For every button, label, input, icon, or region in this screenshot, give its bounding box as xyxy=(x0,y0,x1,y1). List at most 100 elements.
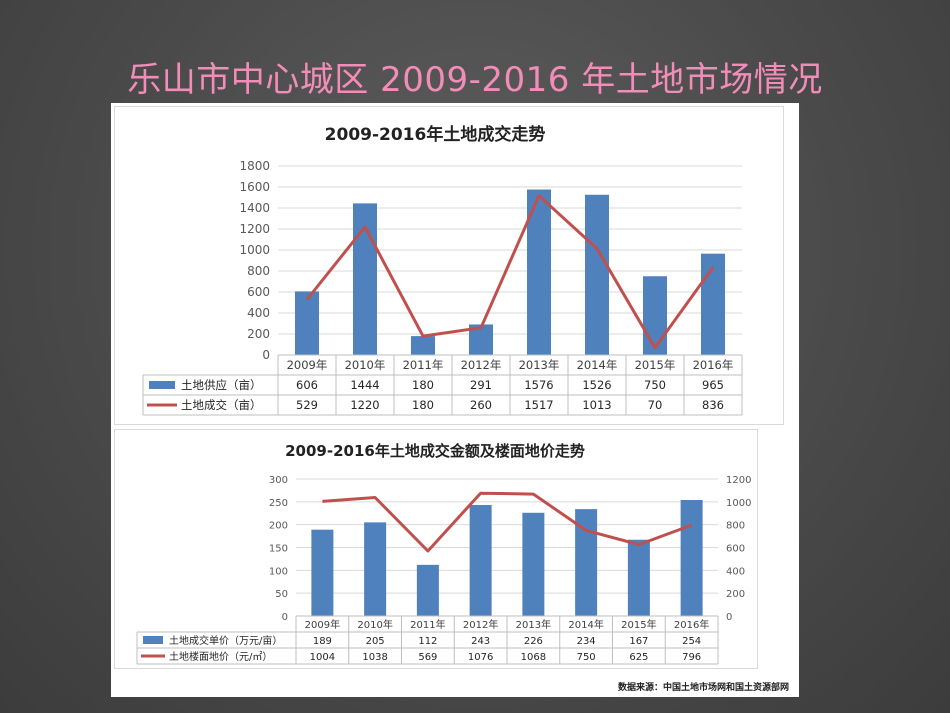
data-label: 180 xyxy=(412,398,434,412)
data-label: 606 xyxy=(296,378,318,392)
bar xyxy=(522,512,545,616)
data-label: 1526 xyxy=(582,378,611,392)
legend-label: 土地成交单价（万元/亩） xyxy=(169,634,282,647)
y2-tick-label: 800 xyxy=(726,521,745,532)
data-label: 1444 xyxy=(350,378,379,392)
y-tick-label: 1400 xyxy=(239,201,270,215)
y2-tick-label: 1200 xyxy=(726,475,751,486)
x-tick-label: 2016年 xyxy=(674,618,709,631)
y2-tick-label: 200 xyxy=(726,589,745,600)
data-label: 836 xyxy=(702,398,724,412)
y2-tick-label: 400 xyxy=(726,566,745,577)
bar xyxy=(575,509,598,616)
data-label: 243 xyxy=(471,636,490,647)
data-label: 1517 xyxy=(524,398,553,412)
data-label: 965 xyxy=(702,378,724,392)
chart-svg: 2009-2016年土地成交走势 0 200 400 600 800 1000 1200 140… xyxy=(142,124,743,416)
data-label: 189 xyxy=(313,636,332,647)
bar xyxy=(364,522,387,616)
y2-tick-label: 600 xyxy=(726,544,745,555)
y-tick-label: 400 xyxy=(247,306,270,320)
data-label: 1004 xyxy=(310,652,335,663)
data-label: 167 xyxy=(629,636,648,647)
bar xyxy=(643,276,667,355)
data-label: 260 xyxy=(470,398,492,412)
y-tick-label: 0 xyxy=(282,612,288,623)
data-label: 1076 xyxy=(468,652,493,663)
y-tick-label: 1800 xyxy=(239,159,270,173)
chart-svg: 2009-2016年土地成交金额及楼面地价走势 0 50 100 150 200 250 30… xyxy=(136,442,751,665)
y-tick-label: 200 xyxy=(269,521,288,532)
source-note: 数据来源：中国土地市场网和国土资源部网 xyxy=(617,683,789,693)
data-label: 625 xyxy=(629,652,648,663)
chart-supply-transactions: 2009-2016年土地成交走势 0 200 400 600 800 1000 1200 140… xyxy=(114,106,784,425)
bar xyxy=(295,291,319,355)
x-tick-label: 2010年 xyxy=(345,358,386,372)
x-tick-label: 2011年 xyxy=(410,618,445,631)
content-panel: 2009-2016年土地成交走势 0 200 400 600 800 1000 1200 140… xyxy=(111,103,799,697)
data-label: 529 xyxy=(296,398,318,412)
bar xyxy=(416,564,439,616)
y-tick-label: 50 xyxy=(275,589,288,600)
x-tick-label: 2016年 xyxy=(693,358,734,372)
data-label: 569 xyxy=(418,652,437,663)
y-tick-label: 1600 xyxy=(239,180,270,194)
x-tick-label: 2009年 xyxy=(287,358,328,372)
x-tick-label: 2015年 xyxy=(621,618,656,631)
y-tick-label: 600 xyxy=(247,285,270,299)
data-label: 205 xyxy=(366,636,385,647)
y-tick-label: 300 xyxy=(269,475,288,486)
data-label: 291 xyxy=(470,378,492,392)
x-tick-label: 2014年 xyxy=(577,358,618,372)
y-tick-label: 1000 xyxy=(239,243,270,257)
x-tick-label: 2012年 xyxy=(461,358,502,372)
data-label: 1013 xyxy=(582,398,611,412)
data-label: 750 xyxy=(577,652,596,663)
bar xyxy=(411,336,435,355)
legend-label: 土地供应（亩） xyxy=(181,378,262,392)
y2-tick-label: 0 xyxy=(726,612,732,623)
data-label: 234 xyxy=(577,636,596,647)
x-tick-label: 2013年 xyxy=(519,358,560,372)
x-tick-label: 2015年 xyxy=(635,358,676,372)
data-label: 180 xyxy=(412,378,434,392)
line-series xyxy=(322,491,693,553)
y-tick-label: 0 xyxy=(262,348,270,362)
data-label: 1220 xyxy=(350,398,379,412)
data-label: 70 xyxy=(648,398,663,412)
data-label: 750 xyxy=(644,378,666,392)
data-label: 1068 xyxy=(521,652,546,663)
data-label: 796 xyxy=(682,652,701,663)
data-label: 1038 xyxy=(362,652,387,663)
data-label: 112 xyxy=(418,636,437,647)
line-series xyxy=(305,194,715,350)
bar xyxy=(627,539,650,616)
legend-label: 土地楼面地价（元/㎡） xyxy=(169,650,272,663)
data-label: 226 xyxy=(524,636,543,647)
chart-title: 2009-2016年土地成交走势 xyxy=(325,124,546,145)
bar xyxy=(311,529,334,616)
x-tick-label: 2009年 xyxy=(305,618,340,631)
slide-title: 乐山市中心城区 2009-2016 年土地市场情况 xyxy=(127,60,823,100)
y-tick-label: 200 xyxy=(247,327,270,341)
y-tick-label: 800 xyxy=(247,264,270,278)
bar xyxy=(469,505,492,616)
data-label: 1576 xyxy=(524,378,553,392)
legend-label: 土地成交（亩） xyxy=(181,398,262,412)
y-tick-label: 1200 xyxy=(239,222,270,236)
chart-title: 2009-2016年土地成交金额及楼面地价走势 xyxy=(285,442,585,460)
x-tick-label: 2013年 xyxy=(516,618,551,631)
legend-key-bar xyxy=(149,381,175,389)
x-tick-label: 2014年 xyxy=(568,618,603,631)
y2-tick-label: 1000 xyxy=(726,498,751,509)
y-tick-label: 150 xyxy=(269,544,288,555)
y-tick-label: 250 xyxy=(269,498,288,509)
bar xyxy=(680,500,703,616)
x-tick-label: 2011年 xyxy=(403,358,444,372)
x-tick-label: 2010年 xyxy=(357,618,392,631)
legend-key-bar xyxy=(143,636,163,644)
data-label: 254 xyxy=(682,636,701,647)
chart-price-floor-price: 2009-2016年土地成交金额及楼面地价走势 0 50 100 150 200 250 30… xyxy=(114,429,758,669)
bar xyxy=(585,194,609,355)
y-tick-label: 100 xyxy=(269,566,288,577)
